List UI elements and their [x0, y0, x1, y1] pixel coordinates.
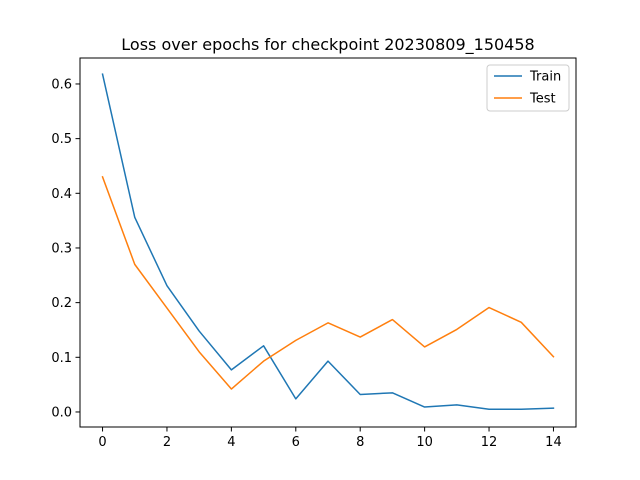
y-tick-label: 0.4 [51, 187, 72, 202]
x-tick-label: 8 [356, 435, 364, 450]
plot-area-frame [79, 57, 577, 428]
y-tick-label: 0.5 [51, 132, 72, 147]
y-tick-label: 0.1 [51, 351, 72, 366]
y-axis: 0.0 0.1 0.2 0.3 0.4 0.5 0.6 [51, 77, 80, 420]
plot-lines [101, 73, 555, 410]
y-tick-label: 0.0 [51, 405, 72, 420]
x-tick-label: 2 [163, 435, 171, 450]
chart-title: Loss over epochs for checkpoint 20230809… [121, 35, 534, 55]
x-tick-label: 0 [98, 435, 106, 450]
y-tick-label: 0.6 [51, 77, 72, 92]
x-tick-label: 4 [227, 435, 235, 450]
y-tick-label: 0.2 [51, 296, 72, 311]
x-tick-label: 6 [292, 435, 300, 450]
series-line-train [101, 73, 555, 410]
legend-label-train: Train [529, 70, 561, 85]
x-axis: 0 2 4 6 8 10 12 14 [98, 427, 562, 450]
x-tick-label: 10 [416, 435, 433, 450]
legend: Train Test [486, 64, 570, 112]
x-tick-label: 12 [481, 435, 498, 450]
x-tick-label: 14 [545, 435, 562, 450]
y-tick-label: 0.3 [51, 241, 72, 256]
legend-label-test: Test [529, 92, 556, 107]
series-line-test [101, 175, 555, 390]
